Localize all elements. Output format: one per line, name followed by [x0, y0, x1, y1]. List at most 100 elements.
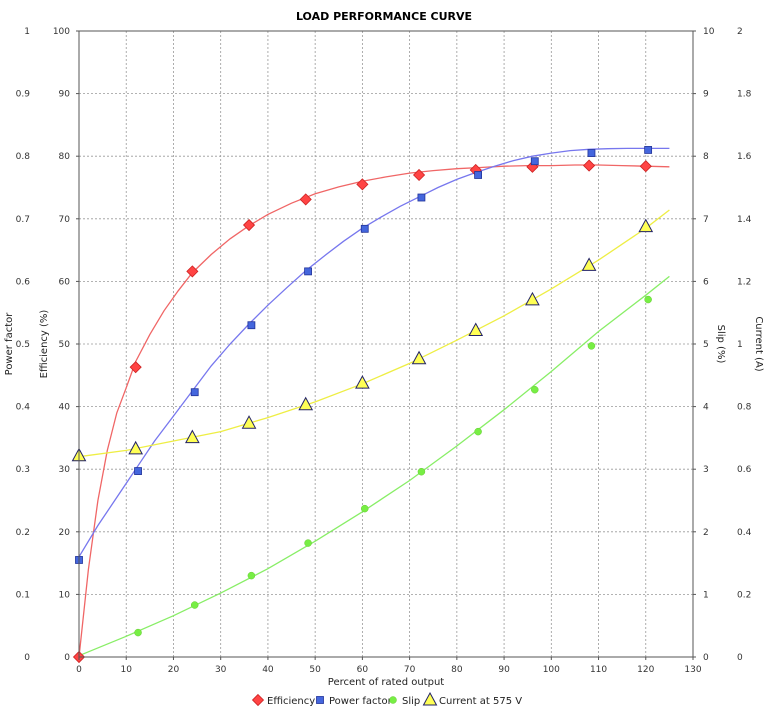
- power-factor-point: [134, 467, 142, 475]
- legend-marker-slip: [389, 696, 397, 704]
- efficiency-axis-ticks: 0 10 20 30 40 50 60 70 80 90 100: [53, 27, 70, 663]
- current-tick-label: 0.4: [737, 528, 752, 538]
- x-tick-label: 10: [121, 665, 133, 675]
- current-tick-label: 1.8: [737, 90, 752, 100]
- slip-tick-label: 8: [703, 152, 709, 162]
- efficiency-point: [299, 193, 312, 206]
- current-at-575-v-point: [298, 396, 314, 411]
- slip-point: [247, 571, 256, 580]
- power-factor-tick-label: 0.9: [16, 90, 31, 100]
- slip-point: [417, 467, 426, 476]
- slip-tick-label: 6: [703, 277, 709, 287]
- current-at-575-v-point: [638, 218, 654, 233]
- grid-lines: [76, 30, 696, 658]
- current-axis-label: Current (A): [753, 316, 764, 371]
- power-factor-tick-label: 0.4: [16, 403, 31, 413]
- legend-label-power-factor: Power factor: [329, 696, 393, 707]
- x-tick-label: 100: [543, 665, 560, 675]
- current-at-575-v-point: [185, 429, 200, 444]
- slip-curve: [78, 275, 670, 657]
- power-factor-point: [247, 321, 256, 330]
- slip-point: [531, 385, 539, 394]
- efficiency-tick-label: 100: [53, 27, 70, 37]
- current-at-575-v-point: [581, 257, 597, 271]
- current-tick-label: 0.8: [737, 403, 752, 413]
- efficiency-point: [639, 160, 652, 173]
- slip-tick-label: 1: [703, 590, 709, 600]
- current-at-575-v-point: [241, 415, 257, 429]
- efficiency-axis-label: Efficiency (%): [39, 310, 50, 379]
- current-tick-label: 1.2: [737, 277, 751, 287]
- legend-marker-efficiency: [251, 693, 265, 707]
- legend-label-efficiency: Efficiency: [267, 696, 315, 707]
- x-tick-label: 30: [215, 665, 227, 675]
- current-tick-label: 1: [737, 340, 743, 350]
- x-tick-label: 20: [168, 665, 180, 675]
- power-factor-tick-label: 0.1: [16, 590, 30, 600]
- efficiency-point: [583, 159, 596, 172]
- efficiency-tick-label: 30: [59, 465, 71, 475]
- slip-point: [134, 628, 142, 637]
- slip-point: [587, 342, 596, 350]
- x-tick-label: 40: [262, 665, 274, 675]
- slip-axis-label: Slip (%): [715, 325, 726, 364]
- power-factor-point: [304, 267, 312, 276]
- efficiency-tick-label: 0: [64, 653, 70, 663]
- power-factor-tick-label: 0: [24, 653, 30, 663]
- x-tick-label: 70: [404, 665, 416, 675]
- power-factor-axis-label: Power factor: [4, 312, 15, 376]
- efficiency-tick-label: 50: [59, 340, 71, 350]
- current-tick-label: 1.4: [737, 215, 752, 225]
- chart-title: LOAD PERFORMANCE CURVE: [296, 10, 472, 23]
- slip-tick-label: 2: [703, 528, 709, 538]
- slip-point: [474, 427, 482, 436]
- legend-marker-power-factor: [316, 696, 324, 704]
- current-tick-label: 0: [737, 653, 743, 663]
- efficiency-tick-label: 70: [59, 215, 71, 225]
- slip-tick-label: 5: [703, 340, 709, 350]
- x-axis-label: Percent of rated output: [328, 677, 445, 688]
- current-tick-label: 0.2: [737, 590, 751, 600]
- current-tick-label: 1.6: [737, 152, 752, 162]
- power-factor-point: [587, 149, 596, 157]
- slip-tick-label: 10: [703, 27, 715, 37]
- power-factor-point: [644, 146, 653, 154]
- slip-tick-label: 0: [703, 653, 709, 663]
- x-tick-label: 0: [76, 665, 82, 675]
- power-factor-point: [530, 157, 539, 166]
- current-tick-label: 0.6: [737, 465, 752, 475]
- efficiency-point: [356, 178, 369, 191]
- efficiency-tick-label: 20: [59, 528, 71, 538]
- slip-axis-ticks: 0 1 2 3 4 5 6 7 8 9 10: [703, 27, 715, 663]
- slip-tick-label: 7: [703, 215, 709, 225]
- current-at-575-v-point: [468, 322, 484, 337]
- x-tick-label: 90: [498, 665, 510, 675]
- x-tick-label: 50: [309, 665, 321, 675]
- power-factor-point: [190, 388, 199, 397]
- efficiency-tick-label: 40: [59, 403, 71, 413]
- power-factor-tick-label: 1: [24, 27, 30, 37]
- power-factor-tick-label: 0.5: [16, 340, 30, 350]
- x-tick-label: 130: [684, 665, 701, 675]
- x-tick-label: 120: [637, 665, 654, 675]
- current-at-575-v-point: [355, 375, 370, 389]
- power-factor-point: [474, 171, 483, 179]
- slip-point: [644, 295, 652, 304]
- power-factor-tick-label: 0.6: [16, 277, 31, 287]
- plot-border: [78, 30, 694, 658]
- x-tick-label: 60: [357, 665, 369, 675]
- current-at-575-v-point: [128, 440, 144, 455]
- series-markers: [71, 146, 654, 664]
- x-tick-label: 80: [451, 665, 463, 675]
- efficiency-tick-label: 80: [59, 152, 71, 162]
- efficiency-tick-label: 60: [59, 277, 71, 287]
- current-axis-ticks: 0 0.2 0.4 0.6 0.8 1 1.2 1.4 1.6 1.8 2: [737, 27, 752, 663]
- efficiency-tick-label: 90: [59, 90, 71, 100]
- current-at-575-v-point: [411, 350, 427, 365]
- power-factor-curve: [78, 147, 670, 558]
- power-factor-axis-ticks: 0 0.1 0.2 0.3 0.4 0.5 0.6 0.7 0.8 0.9 1: [16, 27, 31, 663]
- power-factor-tick-label: 0.3: [16, 465, 30, 475]
- slip-point: [304, 539, 312, 547]
- power-factor-tick-label: 0.8: [16, 152, 31, 162]
